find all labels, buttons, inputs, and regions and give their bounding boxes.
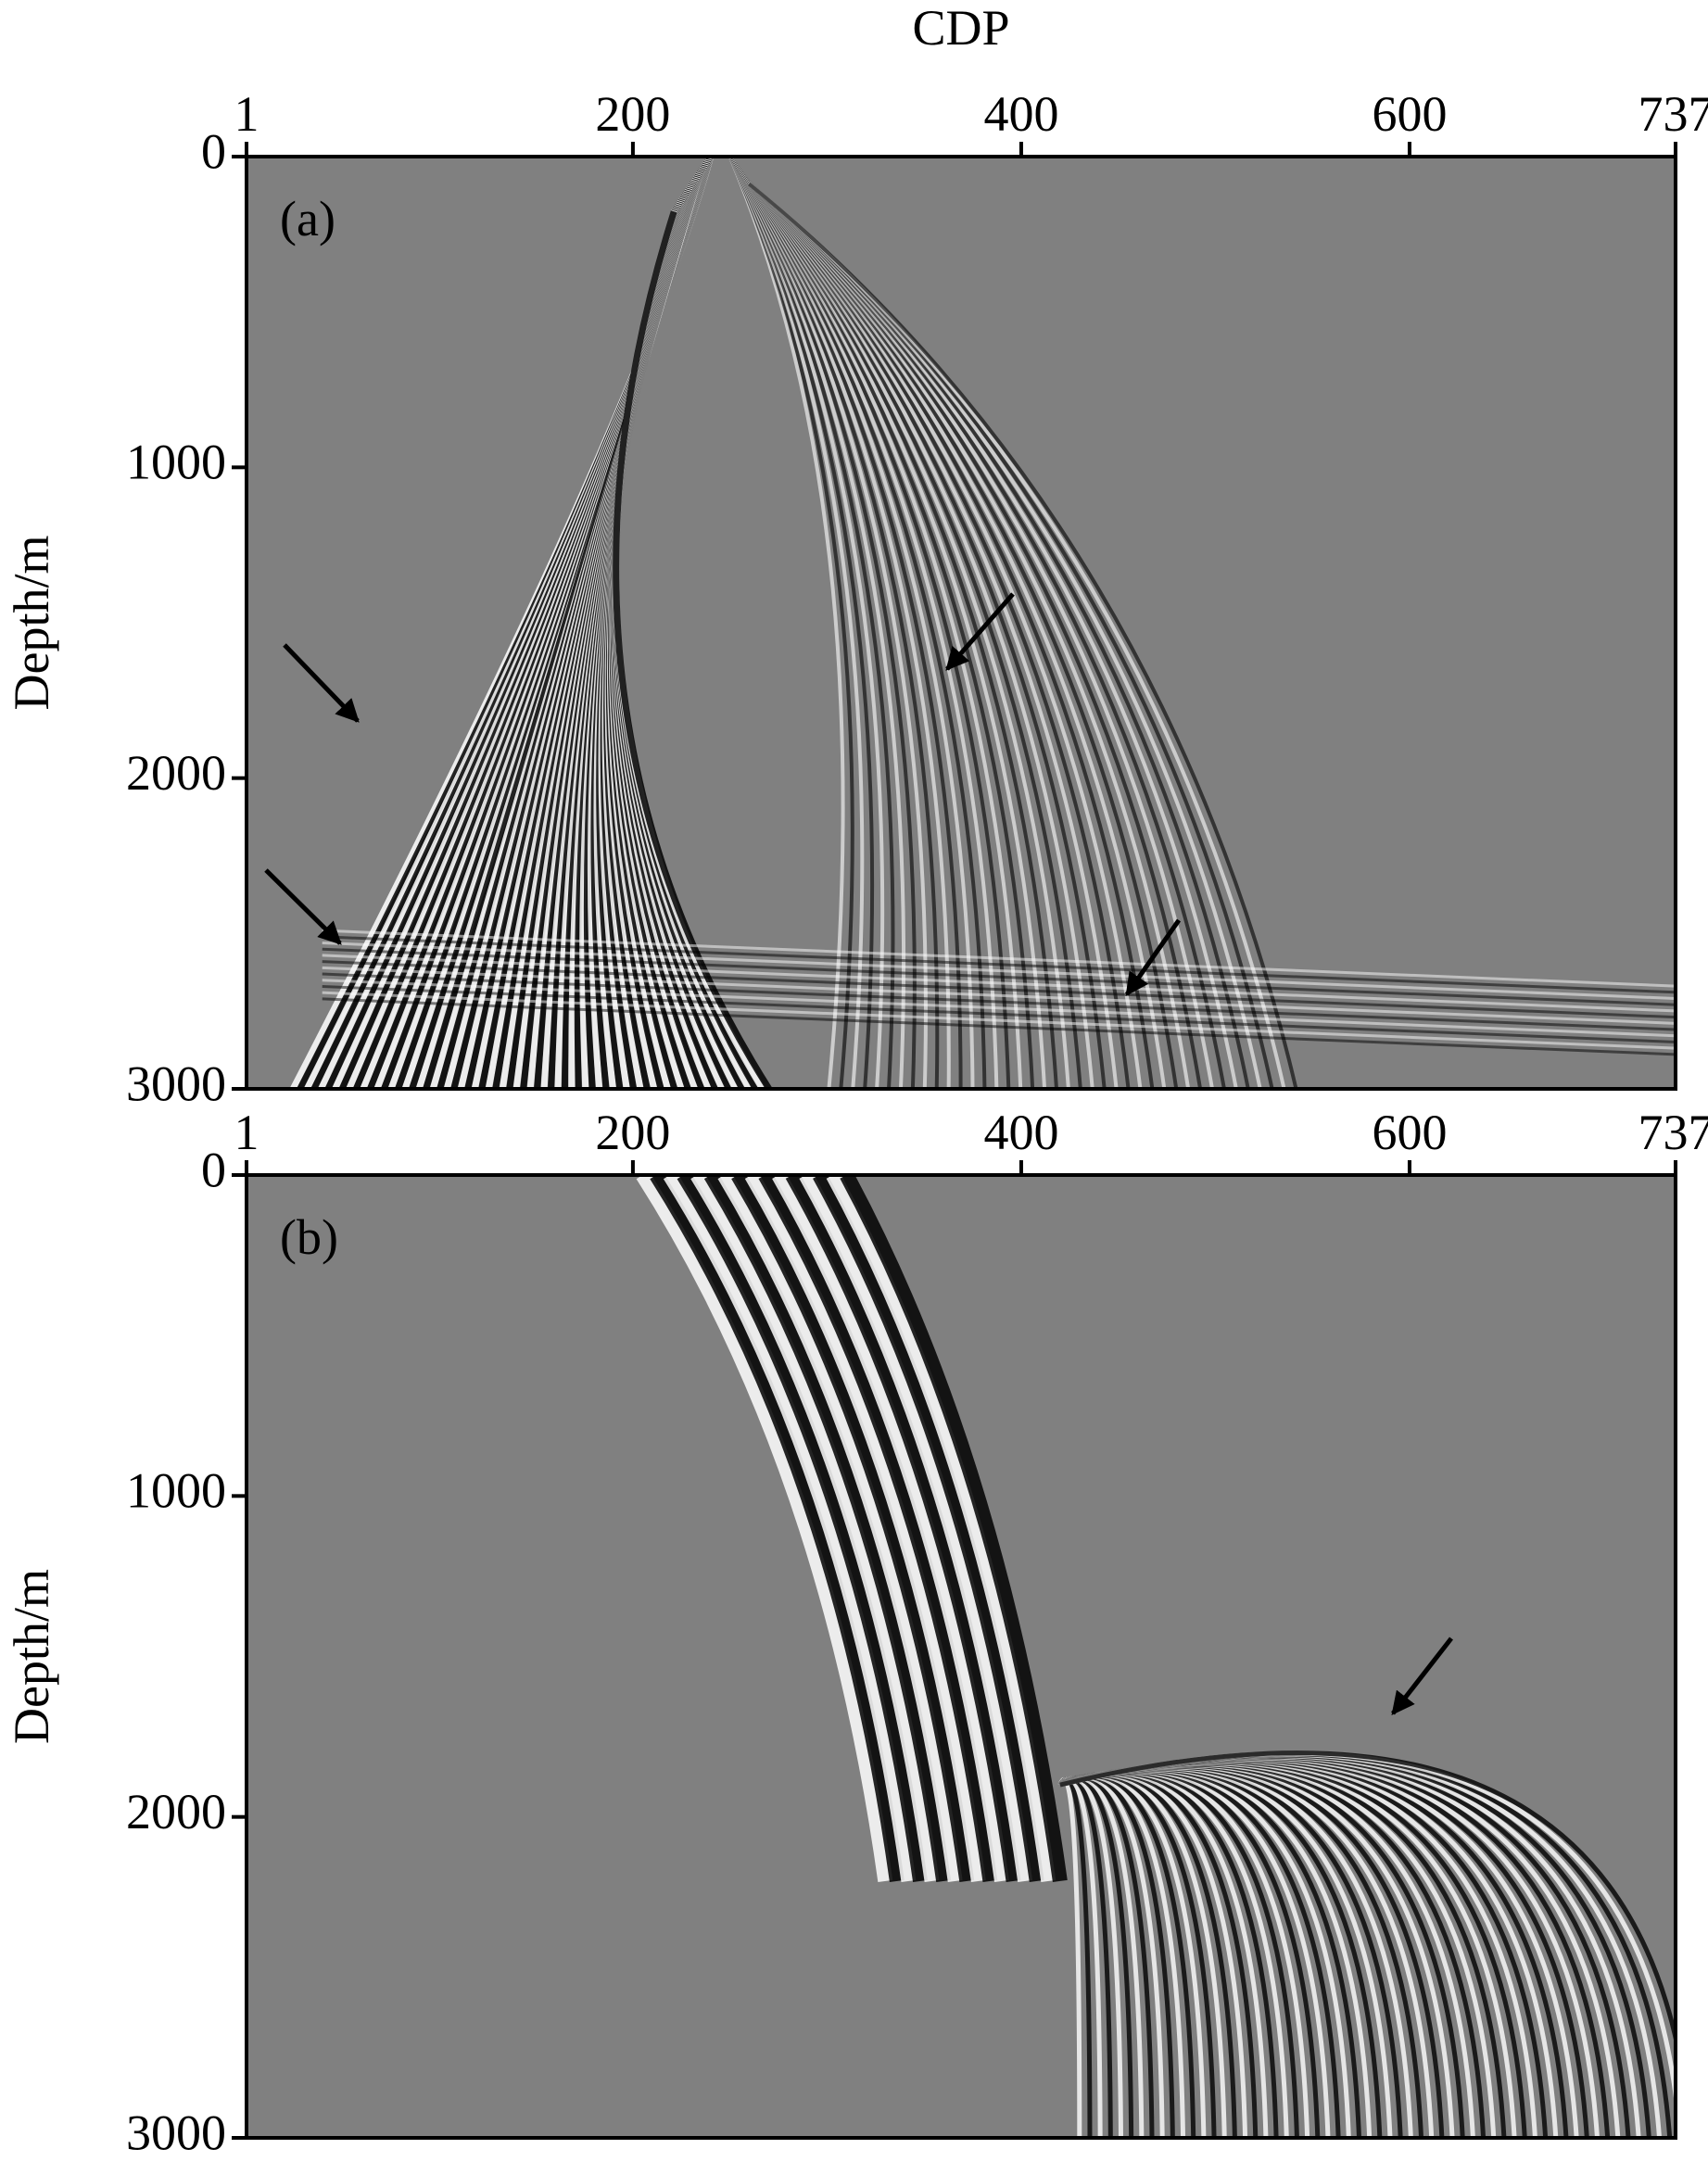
- seismic-event: [729, 158, 885, 1089]
- seismic-event: [322, 984, 1676, 1043]
- seismic-event: [734, 163, 975, 1089]
- seismic-event: [732, 161, 940, 1089]
- seismic-event: [322, 979, 1676, 1038]
- seismic-event: [731, 1175, 975, 1883]
- seismic-event: [322, 947, 1676, 1006]
- seismic-event: [322, 929, 1676, 988]
- seismic-event: [728, 157, 854, 1089]
- panel-label: (b): [280, 1209, 338, 1265]
- x-tick-label: 400: [983, 86, 1058, 142]
- seismic-event: [690, 1175, 940, 1883]
- arrow: [1391, 1637, 1453, 1715]
- seismic-event: [703, 1175, 952, 1883]
- seismic-event: [322, 960, 1676, 1019]
- seismic-event: [826, 1175, 1056, 1883]
- y-tick-label: 1000: [126, 435, 226, 490]
- seismic-event: [322, 966, 1676, 1025]
- seismic-event: [717, 1175, 963, 1883]
- seismic-pattern: [636, 1175, 1676, 2138]
- seismic-event: [322, 997, 1676, 1056]
- seismic-event: [840, 1175, 1068, 1883]
- x-tick-label: 1: [234, 86, 259, 142]
- x-tick-label: 737: [1638, 86, 1708, 142]
- seismic-event: [799, 1175, 1033, 1883]
- seismic-event: [747, 182, 1298, 1089]
- seismic-event: [322, 935, 1676, 994]
- seismic-event: [733, 162, 951, 1089]
- seismic-event: [813, 1175, 1044, 1883]
- seismic-event: [731, 159, 906, 1089]
- panel-label: (a): [280, 191, 335, 246]
- seismic-event: [663, 1175, 917, 1883]
- seismic-event: [677, 1175, 928, 1883]
- y-tick-label: 1000: [126, 1463, 226, 1519]
- seismic-event: [785, 1175, 1021, 1883]
- seismic-event: [744, 1175, 986, 1883]
- y-tick-label: 3000: [126, 2104, 226, 2160]
- y-tick-label: 2000: [126, 1784, 226, 1839]
- arrow: [1124, 918, 1182, 997]
- seismic-event: [322, 954, 1676, 1013]
- x-tick-label: 200: [595, 86, 670, 142]
- seismic-event: [322, 942, 1676, 1001]
- x-axis-label: CDP: [912, 0, 1009, 56]
- seismic-event: [730, 158, 895, 1089]
- x-tick-label: 400: [983, 1105, 1058, 1160]
- y-tick-label: 2000: [126, 745, 226, 801]
- x-tick-label: 737: [1638, 1105, 1708, 1160]
- seismic-event: [322, 991, 1676, 1050]
- seismic-pattern: [289, 157, 1676, 1089]
- x-tick-label: 600: [1372, 1105, 1447, 1160]
- plot-frame: [245, 155, 1677, 1091]
- seismic-event: [322, 972, 1676, 1031]
- seismic-event: [650, 1175, 905, 1883]
- seismic-event: [731, 160, 917, 1089]
- seismic-event: [1059, 1751, 1676, 2049]
- seismic-event: [728, 157, 865, 1089]
- y-tick-label: 0: [201, 1142, 226, 1197]
- seismic-event: [613, 210, 774, 1089]
- seismic-event: [733, 163, 963, 1089]
- seismic-event: [732, 161, 928, 1089]
- plot-frame: [245, 1173, 1677, 2140]
- arrow: [945, 592, 1015, 671]
- y-tick-label: 0: [201, 123, 226, 179]
- seismic-event: [735, 165, 999, 1089]
- y-tick-label: 3000: [126, 1055, 226, 1111]
- seismic-event: [734, 164, 987, 1089]
- seismic-event: [729, 158, 875, 1089]
- y-axis-label: Depth/m: [4, 536, 59, 711]
- arrow: [264, 868, 342, 945]
- seismic-event: [758, 1175, 998, 1883]
- seismic-event: [772, 1175, 1009, 1883]
- seismic-event: [636, 1175, 893, 1883]
- x-tick-label: 200: [595, 1105, 670, 1160]
- x-tick-label: 600: [1372, 86, 1447, 142]
- y-axis-label: Depth/m: [4, 1569, 59, 1744]
- x-tick-label: 1: [234, 1105, 259, 1160]
- arrow: [283, 643, 360, 723]
- seismic-event: [735, 166, 1011, 1089]
- seismic-event: [727, 157, 845, 1089]
